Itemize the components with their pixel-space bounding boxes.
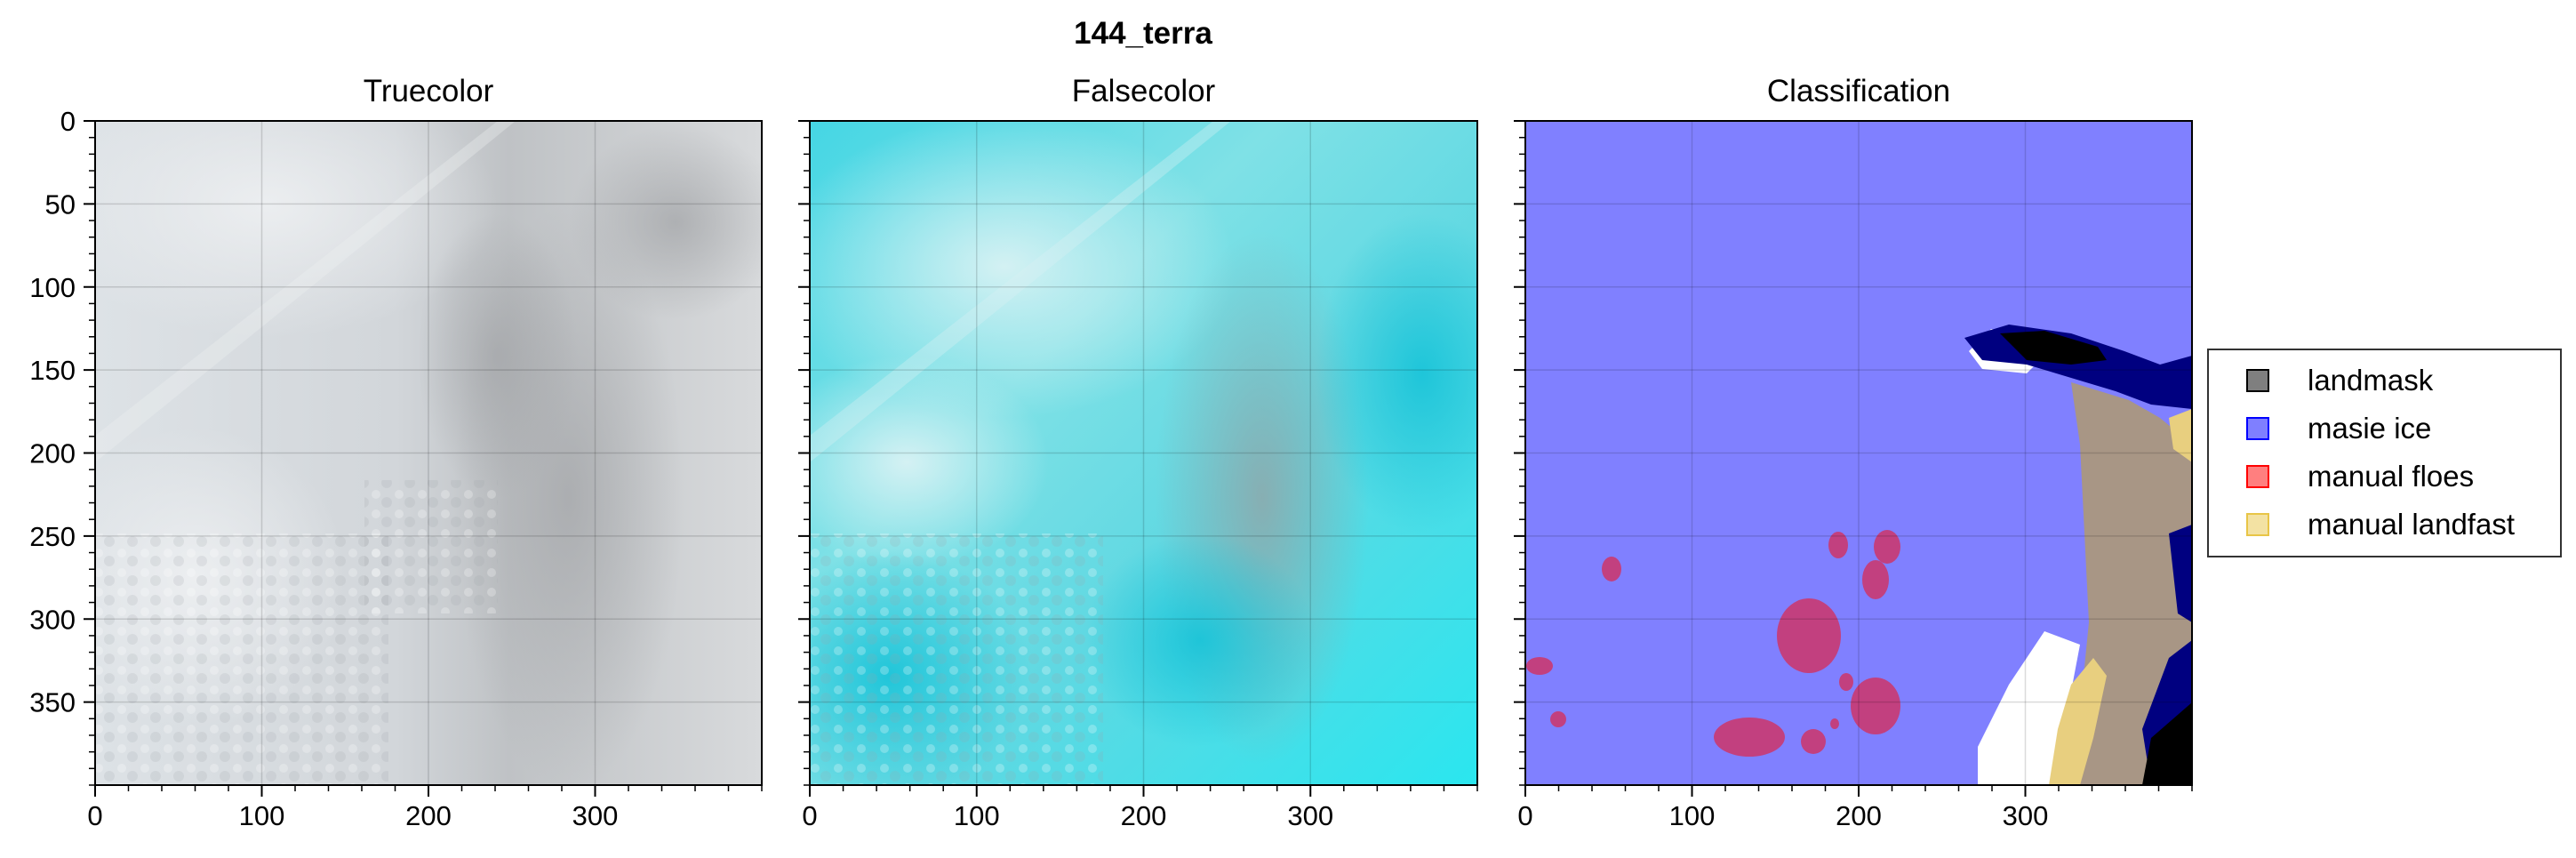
- classification-image: [1525, 121, 2192, 785]
- y-tick-label: 50: [45, 188, 76, 220]
- x-tick-label: 100: [954, 800, 1000, 831]
- x-tick-label: 300: [572, 800, 619, 831]
- x-tick-label: 0: [1517, 800, 1532, 831]
- x-tick-label: 100: [239, 800, 285, 831]
- panel-truecolor: Truecolor 0 100 200 300 0 50 100 150 200 250 300 350: [29, 74, 763, 831]
- panel-classification: Classification 0 100 200 300: [1514, 74, 2193, 831]
- y-tick-label: 300: [29, 604, 76, 635]
- legend-label: masie ice: [2308, 412, 2431, 445]
- legend-label: manual floes: [2308, 460, 2474, 493]
- panel-falsecolor: Falsecolor 0 100 200 300: [798, 74, 1478, 831]
- panel-title-classification: Classification: [1767, 74, 1950, 108]
- legend-label: landmask: [2308, 364, 2434, 397]
- panel-title-falsecolor: Falsecolor: [1072, 74, 1216, 108]
- y-tick-label: 100: [29, 272, 76, 303]
- x-tick-label: 0: [87, 800, 102, 831]
- legend-swatch: [2246, 417, 2269, 440]
- y-tick-label: 0: [60, 106, 76, 137]
- x-tick-label: 300: [2003, 800, 2049, 831]
- x-tick-label: 200: [1836, 800, 1882, 831]
- legend-swatch: [2246, 513, 2269, 536]
- y-tick-label: 350: [29, 687, 76, 718]
- falsecolor-image: [810, 121, 1477, 785]
- x-tick-label: 200: [1121, 800, 1167, 831]
- x-tick-label: 300: [1287, 800, 1333, 831]
- legend: landmask masie ice manual floes manual land…: [2207, 349, 2562, 557]
- y-tick-label: 150: [29, 355, 76, 386]
- figure-title: 144_terra: [1074, 16, 1212, 51]
- x-tick-label: 200: [405, 800, 452, 831]
- truecolor-image: [95, 121, 762, 785]
- x-tick-label: 0: [802, 800, 817, 831]
- x-tick-label: 100: [1669, 800, 1716, 831]
- y-tick-label: 200: [29, 438, 76, 469]
- panel-title-truecolor: Truecolor: [364, 74, 494, 108]
- legend-label: manual landfast: [2308, 508, 2515, 541]
- y-tick-label: 250: [29, 521, 76, 552]
- legend-swatch: [2246, 465, 2269, 488]
- legend-swatch: [2246, 369, 2269, 392]
